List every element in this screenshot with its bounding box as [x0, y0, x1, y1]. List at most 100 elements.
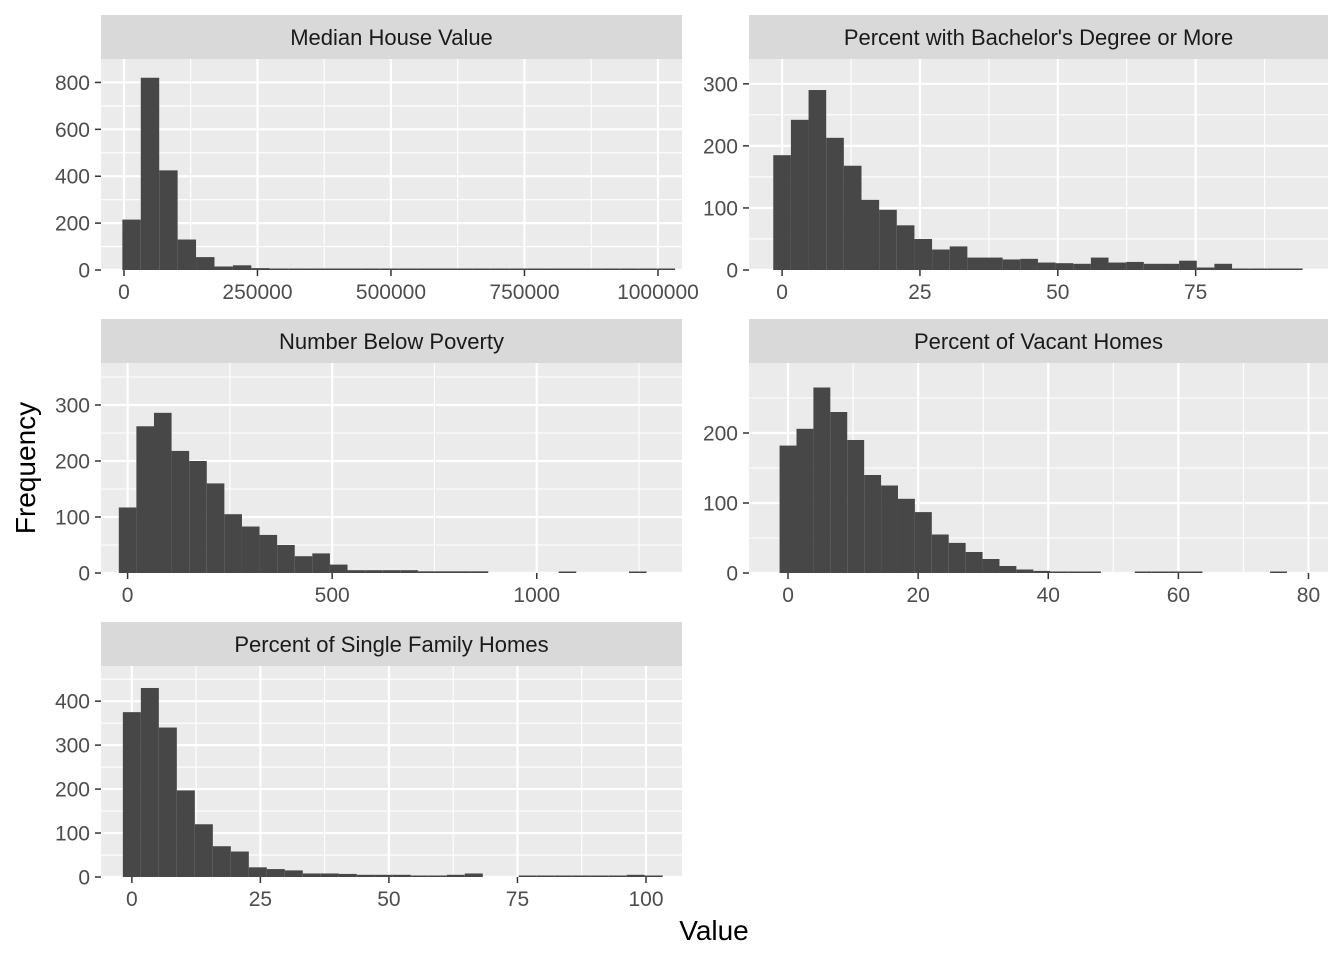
- histogram-bar: [564, 268, 583, 270]
- histogram-bar: [1151, 571, 1169, 573]
- histogram-bar: [392, 874, 411, 877]
- histogram-bar: [269, 268, 289, 270]
- histogram-bar: [1033, 570, 1051, 573]
- histogram-bar: [897, 498, 915, 573]
- facet-panel: Number Below Poverty 0 500 1000 0 100 200 300: [55, 319, 682, 607]
- histogram-bar: [518, 875, 537, 877]
- histogram-bar: [356, 874, 375, 877]
- y-tick-label: 300: [703, 73, 738, 96]
- histogram-bar: [446, 874, 465, 877]
- y-tick-label: 300: [55, 395, 90, 418]
- histogram-bar: [527, 268, 547, 270]
- y-tick-label: 600: [55, 119, 90, 142]
- histogram-bar: [464, 873, 483, 877]
- y-tick-label: 200: [55, 779, 90, 802]
- histogram-bar: [1179, 260, 1197, 270]
- histogram-bar: [1214, 263, 1233, 270]
- histogram-bar: [241, 526, 260, 573]
- histogram-bar: [1002, 259, 1021, 270]
- histogram-bar: [284, 870, 303, 877]
- facet-title: Percent with Bachelor's Degree or More: [844, 25, 1233, 50]
- histogram-bar: [638, 268, 657, 270]
- x-tick-label: 500000: [356, 281, 426, 304]
- histogram-bar: [1050, 571, 1068, 573]
- facet-panel: Median House Value 0 250000 500000 750000 100…: [55, 15, 699, 304]
- y-tick-label: 200: [55, 451, 90, 474]
- histogram-bar: [435, 268, 454, 270]
- facet-strip: [749, 15, 1328, 59]
- histogram-bar: [1067, 571, 1085, 573]
- histogram-bar: [1126, 261, 1144, 270]
- y-tick-label: 200: [703, 135, 738, 158]
- histogram-bar: [558, 571, 577, 573]
- histogram-bar: [1037, 262, 1056, 270]
- histogram-bar: [435, 571, 454, 573]
- y-tick-label: 300: [55, 735, 90, 758]
- histogram-bar: [796, 428, 814, 573]
- x-tick-label: 80: [1297, 584, 1320, 607]
- y-tick-label: 0: [726, 563, 738, 586]
- x-tick-label: 250000: [222, 281, 292, 304]
- histogram-bar: [122, 219, 141, 270]
- y-tick-label: 0: [78, 260, 90, 283]
- y-tick-label: 100: [55, 507, 90, 530]
- x-tick-label: 40: [1037, 584, 1060, 607]
- histogram-bar: [194, 824, 213, 877]
- y-tick-label: 200: [703, 423, 738, 446]
- x-tick-label: 0: [126, 888, 138, 911]
- histogram-bar: [428, 875, 447, 877]
- facet-title: Percent of Single Family Homes: [234, 632, 548, 657]
- histogram-bar: [470, 571, 489, 573]
- histogram-bar: [656, 268, 676, 270]
- histogram-bar: [248, 867, 267, 877]
- histogram-bar: [266, 869, 285, 877]
- histogram-bar: [214, 266, 233, 270]
- x-tick-label: 1000000: [617, 281, 699, 304]
- facet-title: Number Below Poverty: [279, 329, 504, 354]
- x-tick-label: 50: [1046, 281, 1069, 304]
- facet-panel: Percent of Single Family Homes 0 25 50 75 100…: [55, 622, 682, 911]
- histogram-bar: [171, 450, 190, 573]
- x-tick-label: 50: [377, 888, 400, 911]
- histogram-bar: [1232, 268, 1250, 270]
- histogram-bar: [312, 553, 330, 573]
- histogram-bar: [1143, 263, 1162, 270]
- histogram-bar: [453, 571, 471, 573]
- histogram-bar: [417, 571, 436, 573]
- histogram-bar: [159, 170, 178, 270]
- x-tick-label: 500: [315, 584, 350, 607]
- x-tick-label: 0: [122, 584, 134, 607]
- histogram-bar: [472, 268, 491, 270]
- histogram-bar: [1084, 571, 1101, 573]
- histogram-bar: [1168, 571, 1186, 573]
- histogram-bar: [608, 875, 627, 877]
- histogram-bar: [417, 268, 436, 270]
- histogram-bar: [896, 225, 915, 270]
- histogram-bar: [949, 246, 968, 270]
- histogram-bar: [1108, 262, 1127, 270]
- histogram-bar: [294, 556, 313, 573]
- histogram-bar: [1284, 268, 1303, 270]
- histogram-bar: [554, 875, 573, 877]
- histogram-bar: [410, 875, 429, 877]
- y-tick-label: 0: [78, 867, 90, 890]
- y-tick-label: 100: [55, 823, 90, 846]
- histogram-bar: [196, 257, 215, 270]
- x-tick-label: 60: [1167, 584, 1190, 607]
- histogram-bar: [400, 570, 418, 573]
- histogram-bar: [122, 712, 141, 877]
- x-tick-label: 25: [908, 281, 931, 304]
- histogram-bar: [967, 257, 986, 270]
- histogram-bar: [629, 571, 647, 573]
- histogram-bar: [1134, 571, 1152, 573]
- x-axis-title: Value: [679, 915, 749, 946]
- histogram-bar: [879, 209, 897, 270]
- histogram-bar: [365, 570, 383, 573]
- histogram-bar: [325, 268, 344, 270]
- histogram-bar: [536, 875, 555, 877]
- histogram-bar: [847, 440, 865, 573]
- histogram-bar: [982, 559, 1000, 573]
- facet-strip: [101, 15, 682, 59]
- histogram-bar: [288, 268, 307, 270]
